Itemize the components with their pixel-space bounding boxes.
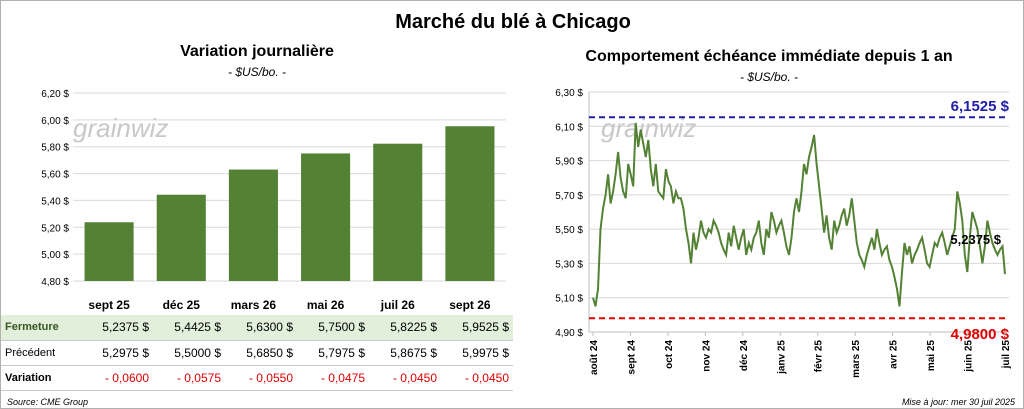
one-year-high-label: 6,1525 $: [951, 98, 1010, 115]
contract-price-table: Fermeture 5,2375 $ 5,4425 $ 5,6300 $ 5,7…: [1, 315, 513, 391]
y-tick-label: 5,60 $: [41, 170, 69, 181]
bar-chart-y-axis: 4,80 $ 5,00 $ 5,20 $ 5,40 $ 5,60 $ 5,80 $ 6,00…: [41, 89, 69, 288]
table-cell: 5,8225 $: [369, 315, 441, 341]
y-tick-label: 5,80 $: [41, 143, 69, 154]
x-tick-label: juil 26: [380, 298, 415, 312]
x-tick-label: mai 25: [926, 340, 937, 372]
y-tick-label: 6,00 $: [41, 116, 69, 127]
row-label: Fermeture: [1, 315, 81, 341]
x-tick-label: janv 25: [776, 340, 787, 375]
table-cell: 5,6300 $: [225, 315, 297, 341]
x-tick-label: mai 26: [307, 298, 345, 312]
one-year-low-label: 4,9800 $: [951, 326, 1010, 343]
x-tick-label: juil 25: [1001, 340, 1012, 370]
line-chart-y-axis: 4,90 $ 5,10 $ 5,30 $ 5,50 $ 5,70 $ 5,90 $ 6,10…: [555, 88, 583, 339]
bar: [445, 126, 495, 281]
x-tick-label: déc 25: [163, 298, 201, 312]
bar-chart-x-axis: sept 25 déc 25 mars 26 mai 26 juil 26 sept 26: [88, 298, 491, 312]
y-tick-label: 5,20 $: [41, 223, 69, 234]
table-cell: 5,7975 $: [297, 340, 369, 366]
bar: [228, 169, 278, 281]
table-cell: 5,8675 $: [369, 340, 441, 366]
last-price-label: 5,2375 $: [950, 232, 1001, 247]
y-tick-label: 5,90 $: [555, 157, 583, 168]
grainwiz-watermark: grainwiz: [73, 113, 168, 143]
right-chart-title: Comportement échéance immédiate depuis 1…: [585, 48, 953, 65]
table-cell: 5,5000 $: [153, 340, 225, 366]
x-tick-label: sept 24: [626, 340, 637, 375]
table-cell: 5,2975 $: [81, 340, 153, 366]
x-tick-label: sept 26: [449, 298, 491, 312]
table-cell: 5,9975 $: [441, 340, 513, 366]
table-cell: 5,6850 $: [225, 340, 297, 366]
nearby-contract-line-chart: 4,90 $ 5,10 $ 5,30 $ 5,50 $ 5,70 $ 5,90 $ 6,10…: [555, 88, 1012, 378]
row-label: Variation: [1, 365, 81, 391]
left-chart-title: Variation journalière: [180, 43, 334, 60]
table-cell: 5,7500 $: [297, 315, 369, 341]
y-tick-label: 5,00 $: [41, 250, 69, 261]
bar-chart-gridlines: [73, 92, 506, 282]
y-tick-label: 4,90 $: [555, 328, 583, 339]
x-tick-label: juin 25: [964, 340, 975, 373]
y-tick-label: 6,10 $: [555, 122, 583, 133]
table-cell: - 0,0475: [297, 365, 369, 391]
page-title: Marché du blé à Chicago: [395, 11, 631, 33]
table-row-previous: Précédent 5,2975 $ 5,5000 $ 5,6850 $ 5,7…: [1, 340, 513, 366]
x-tick-label: nov 24: [701, 340, 712, 372]
y-tick-label: 6,20 $: [41, 89, 69, 100]
bar: [301, 153, 351, 281]
table-cell: 5,2375 $: [81, 315, 153, 341]
bar-chart-bars: [84, 126, 495, 281]
y-tick-label: 5,10 $: [555, 294, 583, 305]
x-tick-label: oct 24: [664, 340, 675, 369]
x-tick-label: sept 25: [88, 298, 130, 312]
futures-bar-chart: 4,80 $ 5,00 $ 5,20 $ 5,40 $ 5,60 $ 5,80 $ 6,00…: [41, 89, 506, 312]
table-cell: - 0,0550: [225, 365, 297, 391]
table-cell: - 0,0450: [441, 365, 513, 391]
left-chart-unit: - $US/bo. -: [227, 65, 287, 79]
table-cell: - 0,0450: [369, 365, 441, 391]
line-chart-gridlines: [588, 91, 1009, 333]
y-tick-label: 5,70 $: [555, 191, 583, 202]
table-cell: - 0,0575: [153, 365, 225, 391]
y-tick-label: 6,30 $: [555, 88, 583, 99]
price-series-line: [592, 122, 1006, 307]
y-tick-label: 5,40 $: [41, 196, 69, 207]
table-cell: 5,4425 $: [153, 315, 225, 341]
bar: [373, 143, 423, 281]
source-note: Source: CME Group: [7, 397, 89, 407]
line-chart-x-axis: août 24 sept 24 oct 24 nov 24 déc 24 janv 25 f…: [589, 332, 1012, 378]
table-row-close: Fermeture 5,2375 $ 5,4425 $ 5,6300 $ 5,7…: [1, 315, 513, 341]
y-tick-label: 5,30 $: [555, 259, 583, 270]
bar: [156, 194, 206, 281]
bar: [84, 222, 134, 281]
x-tick-label: déc 24: [739, 340, 750, 372]
table-row-variation: Variation - 0,0600 - 0,0575 - 0,0550 - 0…: [1, 365, 513, 391]
table-cell: - 0,0600: [81, 365, 153, 391]
update-timestamp: Mise à jour: mer 30 juil 2025: [901, 397, 1015, 407]
y-tick-label: 5,50 $: [555, 225, 583, 236]
x-tick-label: avr 25: [889, 340, 900, 369]
x-tick-label: août 24: [589, 340, 600, 375]
x-tick-label: mars 25: [851, 340, 862, 378]
x-tick-label: mars 26: [231, 298, 277, 312]
row-label: Précédent: [1, 340, 81, 366]
y-tick-label: 4,80 $: [41, 277, 69, 288]
x-tick-label: févr 25: [814, 340, 825, 373]
table-cell: 5,9525 $: [441, 315, 513, 341]
right-chart-unit: - $US/bo. -: [739, 70, 799, 84]
